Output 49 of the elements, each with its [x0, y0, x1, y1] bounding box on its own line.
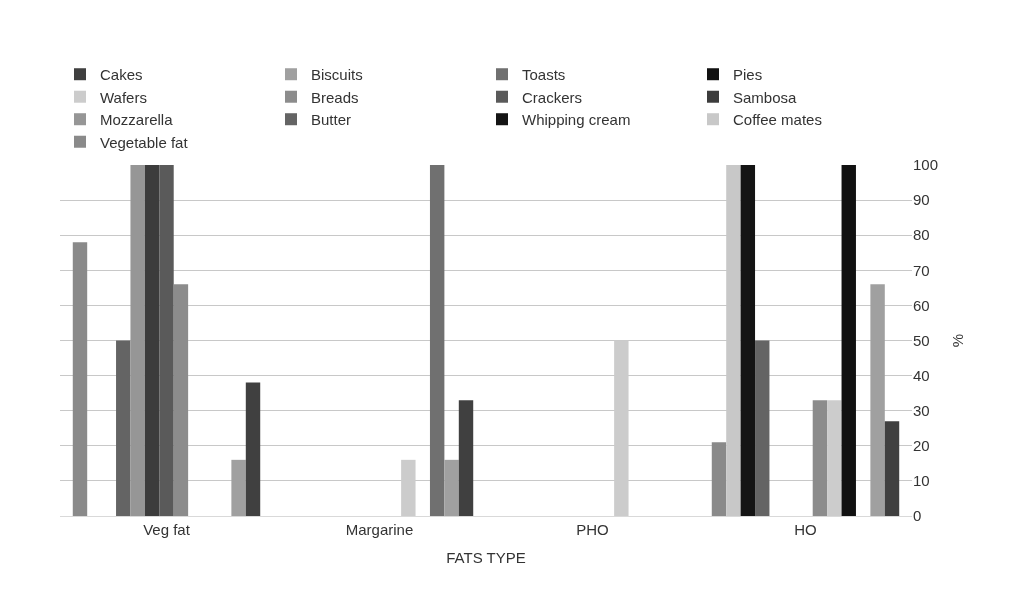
- legend-label: Mozzarella: [100, 111, 174, 129]
- bar: [884, 421, 900, 516]
- bar: [740, 165, 756, 516]
- legend-label: Cakes: [100, 66, 143, 84]
- bar: [827, 400, 842, 516]
- y-axis-title: %: [949, 333, 967, 348]
- bar: [144, 165, 160, 516]
- bar: [159, 165, 174, 516]
- bar: [812, 400, 828, 516]
- bar: [458, 400, 474, 516]
- y-tick-label: 40: [913, 366, 930, 384]
- legend-label: Breads: [311, 88, 359, 106]
- legend-label: Wafers: [100, 88, 147, 106]
- y-tick-label: 100: [913, 156, 939, 174]
- x-tick-label: Margarine: [345, 521, 414, 538]
- bar: [72, 242, 88, 516]
- bar: [841, 165, 856, 516]
- legend-label: Biscuits: [311, 66, 363, 84]
- y-tick-label: 60: [913, 296, 930, 314]
- legend-label: Pies: [733, 66, 763, 84]
- bar: [173, 284, 189, 516]
- legend-label: Toasts: [522, 66, 566, 84]
- y-tick-label: 80: [913, 226, 930, 244]
- legend-label: Vegetable fat: [100, 133, 189, 151]
- bar: [711, 442, 727, 516]
- x-axis-title: FATS TYPE: [446, 549, 526, 566]
- legend-label: Crackers: [522, 88, 583, 106]
- legend-label: Whipping cream: [522, 111, 631, 129]
- y-tick-label: 0: [913, 507, 922, 525]
- y-tick-label: 10: [913, 472, 930, 490]
- y-tick-label: 90: [913, 191, 930, 209]
- bar: [429, 165, 445, 516]
- legend-label: Butter: [311, 111, 352, 129]
- bar: [116, 340, 131, 516]
- x-tick-label: PHO: [576, 521, 609, 538]
- bar: [130, 165, 145, 516]
- x-tick-label: Veg fat: [143, 521, 191, 538]
- bar: [245, 382, 261, 516]
- y-tick-label: 70: [913, 261, 930, 279]
- y-tick-label: 30: [913, 401, 930, 419]
- bar: [755, 340, 770, 516]
- y-tick-label: 20: [913, 437, 930, 455]
- bar: [231, 459, 246, 516]
- legend-label: Coffee mates: [733, 111, 822, 129]
- bar: [870, 284, 885, 516]
- legend-label: Sambosa: [733, 88, 798, 106]
- bar: [444, 459, 459, 516]
- x-tick-label: HO: [794, 521, 817, 538]
- y-tick-label: 50: [913, 331, 930, 349]
